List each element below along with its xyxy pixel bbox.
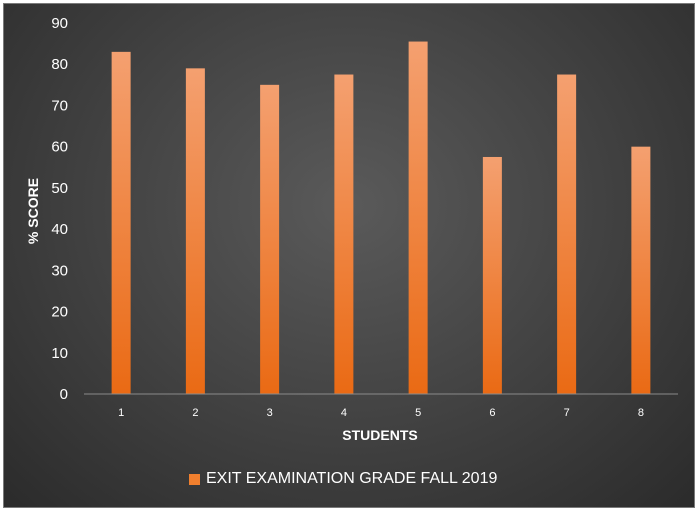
bar-student-1 xyxy=(111,51,131,394)
chart-area: 0 10 20 30 40 50 60 70 80 90 1 2 3 4 5 6 7 8 STUDENTS % … xyxy=(3,3,695,508)
bar-student-3 xyxy=(260,84,280,394)
y-tick-label: 90 xyxy=(51,15,68,32)
y-tick-label: 30 xyxy=(51,262,68,279)
y-tick-label: 60 xyxy=(51,139,68,156)
bar-student-7 xyxy=(557,74,577,395)
x-tick-label: 1 xyxy=(118,407,124,419)
x-tick-label: 5 xyxy=(415,407,421,419)
y-tick-label: 50 xyxy=(51,180,68,197)
bar-student-6 xyxy=(482,156,502,394)
bar-student-5 xyxy=(408,41,428,395)
y-tick-label: 40 xyxy=(51,221,68,238)
bar-chart: 0 10 20 30 40 50 60 70 80 90 1 2 3 4 5 6 7 8 STUDENTS % … xyxy=(25,15,678,443)
y-tick-label: 0 xyxy=(60,386,68,403)
legend-label: EXIT EXAMINATION GRADE FALL 2019 xyxy=(206,470,498,487)
bar-student-8 xyxy=(631,146,651,394)
x-tick-label: 6 xyxy=(489,407,495,419)
x-tick-label: 7 xyxy=(564,407,570,419)
y-tick-label: 10 xyxy=(51,345,68,362)
x-axis-ticks: 1 2 3 4 5 6 7 8 xyxy=(118,407,644,419)
legend-swatch xyxy=(189,473,200,485)
x-tick-label: 2 xyxy=(192,407,198,419)
bar-student-2 xyxy=(185,68,205,394)
x-tick-label: 8 xyxy=(638,407,644,419)
x-axis-title: STUDENTS xyxy=(342,427,417,443)
y-tick-label: 70 xyxy=(51,97,68,114)
legend: EXIT EXAMINATION GRADE FALL 2019 xyxy=(189,470,497,488)
x-tick-label: 4 xyxy=(341,407,347,419)
y-axis-title: % SCORE xyxy=(25,178,41,244)
bars xyxy=(111,41,651,395)
y-tick-label: 80 xyxy=(51,56,68,73)
y-axis-ticks: 0 10 20 30 40 50 60 70 80 90 xyxy=(51,15,68,403)
x-tick-label: 3 xyxy=(267,407,273,419)
bar-student-4 xyxy=(334,74,354,395)
y-tick-label: 20 xyxy=(51,304,68,321)
